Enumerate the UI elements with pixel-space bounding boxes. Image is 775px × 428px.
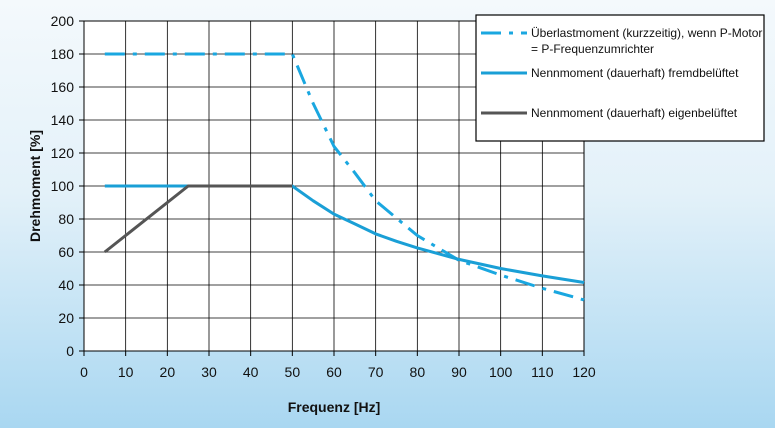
y-tick-label: 80 (58, 211, 74, 227)
x-tick-label: 50 (285, 364, 301, 380)
legend-label-1: = P-Frequenzumrichter (531, 42, 654, 56)
x-tick-label: 110 (531, 364, 554, 380)
x-axis-title: Frequenz [Hz] (288, 399, 381, 415)
x-tick-label: 0 (80, 364, 88, 380)
x-tick-label: 40 (243, 364, 259, 380)
x-tick-label: 20 (160, 364, 176, 380)
series-lines (103, 52, 585, 302)
x-tick-labels: 0 10 20 30 40 50 60 70 80 90 100 110 120 (80, 364, 596, 380)
x-tick-label: 60 (326, 364, 342, 380)
series-line-3 (103, 184, 293, 254)
x-tick-label: 100 (489, 364, 513, 380)
x-tick-label: 10 (118, 364, 134, 380)
x-tick-label: 90 (451, 364, 467, 380)
y-tick-label: 160 (51, 79, 75, 95)
y-tick-label: 200 (51, 13, 75, 29)
y-tick-label: 40 (58, 277, 74, 293)
y-tick-label: 20 (58, 310, 74, 326)
x-tick-label: 80 (410, 364, 426, 380)
legend-label-3: Nennmoment (dauerhaft) eigenbelüftet (531, 106, 738, 120)
y-tick-labels: 0 20 40 60 80 100 120 140 160 180 200 (51, 13, 75, 359)
legend-label-2: Nennmoment (dauerhaft) fremdbelüftet (531, 66, 739, 80)
y-tick-label: 60 (58, 244, 74, 260)
y-tick-label: 0 (66, 343, 74, 359)
legend: Überlastmoment (kurzzeitig), wenn P-Moto… (475, 14, 765, 142)
legend-box (475, 14, 765, 142)
y-axis-title: Drehmoment [%] (27, 130, 43, 242)
y-tick-label: 180 (51, 46, 75, 62)
y-tick-label: 140 (51, 112, 75, 128)
x-tick-label: 70 (368, 364, 384, 380)
x-tick-label: 30 (201, 364, 217, 380)
y-tick-label: 100 (51, 178, 75, 194)
y-tick-label: 120 (51, 145, 75, 161)
legend-label-1: Überlastmoment (kurzzeitig), wenn P-Moto… (531, 26, 762, 40)
series-line-2 (104, 184, 585, 284)
x-tick-label: 120 (572, 364, 596, 380)
